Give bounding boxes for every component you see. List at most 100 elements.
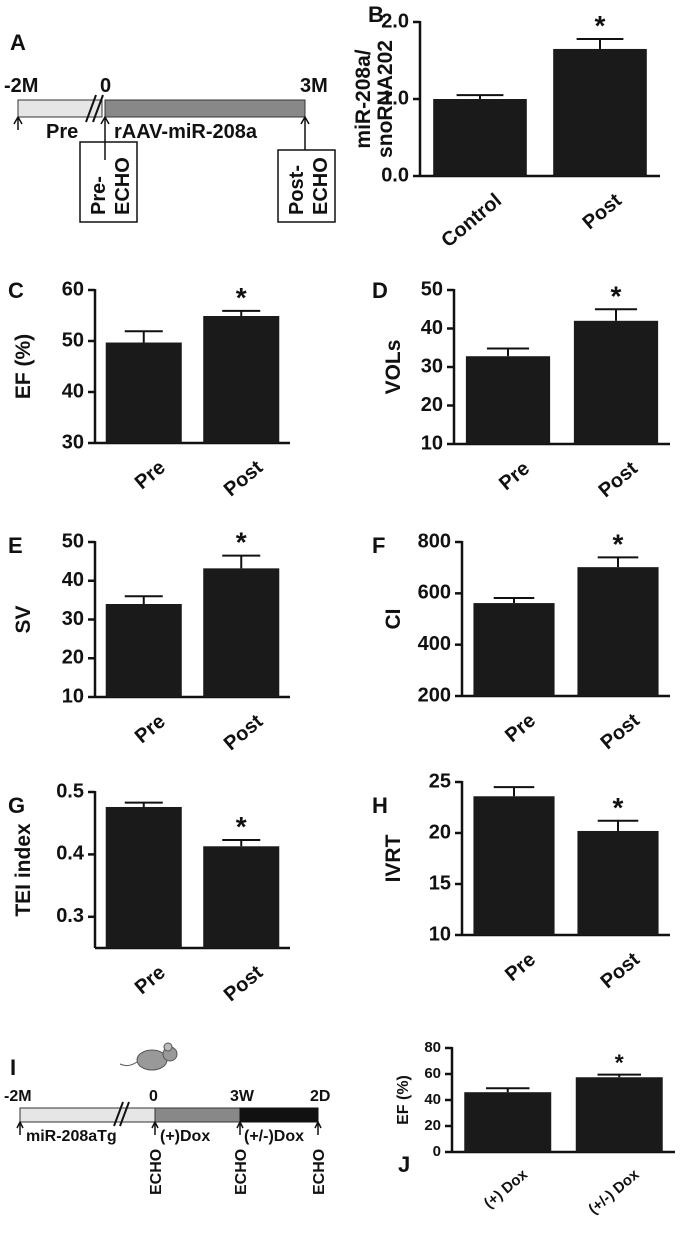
- chart: F 200 400 600 800 CI Pre * Post: [372, 528, 670, 754]
- time-label: 3W: [230, 1088, 255, 1105]
- arrow: [16, 1120, 24, 1135]
- phase-label: (+/-)Dox: [244, 1128, 304, 1145]
- x-tick-label: Pre: [131, 456, 170, 494]
- y-tick-label: 30: [421, 355, 443, 377]
- x-tick-label: (+) Dox: [481, 1166, 532, 1212]
- x-tick-label: Post: [579, 189, 627, 234]
- y-tick-label: 2.0: [381, 10, 409, 32]
- chart: E 10 20 30 40 50 SV Pre * Post: [8, 527, 290, 755]
- bar: [553, 48, 647, 177]
- y-tick-label: 20: [429, 821, 451, 843]
- bar: [105, 604, 182, 697]
- y-axis-label: EF (%): [395, 1075, 412, 1125]
- y-tick-label: 10: [421, 432, 443, 454]
- panel-letter: G: [8, 793, 25, 818]
- phase-label: (+)Dox: [160, 1128, 210, 1145]
- significance-label: *: [613, 528, 624, 559]
- significance-label: *: [611, 280, 622, 311]
- x-tick-label: Pre: [131, 961, 170, 999]
- x-tick-label: Pre: [501, 948, 540, 986]
- box-label: ECHO: [112, 157, 134, 215]
- chart: C 30 40 50 60 EF (%) Pre * Post: [8, 278, 290, 501]
- y-tick-label: 15: [429, 872, 451, 894]
- y-tick-label: 20: [421, 394, 443, 416]
- y-tick-label: 20: [62, 647, 84, 669]
- echo-box: [277, 149, 336, 223]
- timeline-withdraw: [239, 1107, 319, 1123]
- y-tick-label: 400: [418, 633, 451, 655]
- bar: [573, 320, 659, 444]
- significance-label: *: [613, 792, 624, 823]
- y-tick-label: 40: [424, 1091, 441, 1108]
- bar: [577, 830, 659, 935]
- y-tick-label: 50: [62, 329, 84, 351]
- y-tick-label: 0.0: [381, 164, 409, 186]
- chart: D 10 20 30 40 50 VOLs Pre * Post: [372, 278, 670, 502]
- panel-letter: I: [10, 1055, 16, 1080]
- y-axis-label: SV: [12, 605, 35, 633]
- panel-letter: B: [368, 2, 384, 27]
- y-tick-label: 10: [429, 923, 451, 945]
- y-tick-label: 20: [424, 1117, 441, 1134]
- box-label: Pre-: [88, 176, 110, 215]
- arrow: [236, 1120, 244, 1135]
- break-mark: [92, 94, 104, 123]
- panel-letter: D: [372, 278, 388, 303]
- timeline-pre: [17, 99, 103, 118]
- y-tick-label: 60: [62, 278, 84, 300]
- y-tick-label: 25: [429, 770, 451, 792]
- significance-label: *: [615, 1050, 624, 1076]
- arrow: [151, 1120, 159, 1135]
- break-mark: [119, 1101, 130, 1127]
- arrow: [13, 115, 23, 130]
- bar: [203, 568, 280, 697]
- timeline-treatment: [104, 99, 306, 118]
- bar: [473, 603, 555, 696]
- y-tick-label: 60: [424, 1065, 441, 1082]
- arrow: [100, 115, 110, 160]
- chart: H 10 15 20 25 IVRT Pre * Post: [372, 770, 670, 993]
- y-tick-label: 600: [418, 582, 451, 604]
- echo-label: ECHO: [233, 1149, 250, 1195]
- bar: [433, 99, 527, 176]
- bar: [105, 342, 182, 443]
- y-tick-label: 10: [62, 685, 84, 707]
- y-tick-label: 30: [62, 608, 84, 630]
- x-tick-label: Post: [220, 961, 268, 1006]
- x-tick-label: Post: [597, 948, 645, 993]
- bar: [464, 1092, 552, 1152]
- y-tick-label: 0.5: [56, 780, 84, 802]
- panel-letter: F: [372, 533, 385, 558]
- echo-label: ECHO: [148, 1149, 165, 1195]
- panel-letter: J: [398, 1152, 410, 1177]
- arrow: [300, 115, 310, 150]
- y-tick-label: 200: [418, 684, 451, 706]
- x-tick-label: Control: [437, 189, 506, 252]
- x-tick-label: Pre: [131, 710, 170, 748]
- diagram-a: A -2M 0 3M Pre rAAV-miR-208a Pre- ECHO P…: [4, 30, 336, 223]
- x-tick-label: Post: [220, 456, 268, 501]
- y-tick-label: 800: [418, 530, 451, 552]
- box-label: ECHO: [310, 157, 332, 215]
- panel-letter: E: [8, 533, 23, 558]
- y-tick-label: 30: [62, 431, 84, 453]
- y-tick-label: 0.3: [56, 905, 84, 927]
- time-label: 2D: [310, 1088, 330, 1105]
- x-tick-label: Pre: [495, 457, 534, 495]
- y-axis-label: TEI index: [12, 823, 35, 917]
- y-tick-label: 0.4: [56, 843, 85, 865]
- box-label: Post-: [286, 165, 308, 215]
- y-tick-label: 40: [62, 380, 84, 402]
- time-label: -2M: [4, 75, 38, 97]
- y-tick-label: 40: [421, 317, 443, 339]
- phase-label: rAAV-miR-208a: [114, 121, 258, 143]
- x-tick-label: Post: [220, 710, 268, 755]
- bar: [203, 846, 280, 948]
- bar: [105, 806, 182, 948]
- panel-letter: H: [372, 793, 388, 818]
- bar: [577, 567, 659, 696]
- bar: [473, 796, 555, 935]
- timeline-dox: [154, 1107, 241, 1123]
